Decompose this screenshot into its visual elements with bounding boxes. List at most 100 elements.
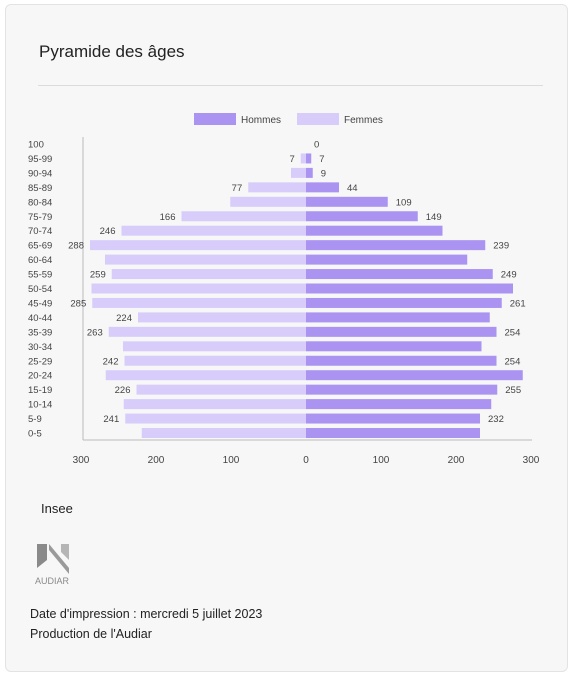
age-label: 30-34 (28, 342, 52, 353)
bar-hommes (306, 196, 388, 207)
bar-femmes (248, 182, 306, 193)
age-label: 15-19 (28, 385, 52, 396)
age-label: 100 (28, 140, 44, 151)
bar-femmes (91, 283, 306, 294)
age-label: 95-99 (28, 154, 52, 165)
age-label: 35-39 (28, 327, 52, 338)
bar-femmes (105, 254, 306, 265)
label-femmes: 285 (70, 298, 86, 309)
bar-femmes (181, 211, 306, 222)
bar-hommes (306, 355, 497, 366)
bar-hommes (306, 240, 486, 251)
label-hommes: 239 (493, 241, 509, 252)
label-hommes: 232 (488, 414, 504, 425)
title-divider (38, 85, 543, 86)
age-label: 90-94 (28, 168, 52, 179)
bar-femmes (141, 428, 306, 438)
label-femmes: 224 (116, 313, 132, 324)
print-date: Date d'impression : mercredi 5 juillet 2… (30, 607, 263, 621)
bar-femmes (105, 370, 306, 381)
bar-femmes (123, 341, 306, 352)
bar-hommes (306, 326, 497, 337)
age-label: 60-64 (28, 255, 52, 266)
label-hommes: 255 (505, 385, 521, 396)
bar-hommes (306, 341, 482, 352)
x-tick-label: 100 (223, 455, 240, 466)
label-hommes: 0 (314, 140, 319, 151)
x-tick-label: 300 (73, 455, 90, 466)
legend-femmes-swatch (297, 113, 339, 125)
bar-hommes (306, 254, 468, 265)
age-label: 40-44 (28, 313, 52, 324)
bar-femmes (138, 312, 306, 323)
bar-hommes (306, 283, 513, 294)
bar-femmes (300, 153, 306, 164)
label-femmes: 259 (90, 270, 106, 281)
bar-hommes (306, 225, 443, 236)
label-hommes: 44 (347, 183, 358, 194)
age-label: 80-84 (28, 197, 52, 208)
age-label: 70-74 (28, 226, 52, 237)
label-femmes: 7 (289, 154, 294, 165)
label-hommes: 7 (319, 154, 324, 165)
bar-hommes (306, 413, 480, 424)
label-hommes: 9 (321, 168, 326, 179)
label-hommes: 109 (396, 197, 412, 208)
label-femmes: 263 (87, 327, 103, 338)
bar-femmes (125, 413, 306, 424)
bar-femmes (90, 240, 306, 251)
label-hommes: 254 (505, 356, 521, 367)
label-femmes: 241 (103, 414, 119, 425)
age-label: 25-29 (28, 356, 52, 367)
bar-hommes (306, 269, 493, 280)
age-label: 85-89 (28, 183, 52, 194)
logo-text: AUDIAR (35, 576, 70, 586)
x-tick-label: 200 (448, 455, 465, 466)
bar-femmes (136, 384, 306, 395)
bar-femmes (108, 326, 306, 337)
label-femmes: 288 (68, 241, 84, 252)
label-hommes: 249 (501, 270, 517, 281)
legend-hommes-label: Hommes (241, 115, 281, 126)
bar-hommes (306, 182, 339, 193)
audiar-logo: AUDIAR (31, 538, 75, 588)
bar-hommes (306, 428, 480, 438)
age-label: 20-24 (28, 371, 52, 382)
age-label: 55-59 (28, 270, 52, 281)
x-tick-label: 300 (523, 455, 540, 466)
bar-hommes (306, 399, 492, 410)
label-femmes: 246 (100, 226, 116, 237)
age-label: 75-79 (28, 212, 52, 223)
bar-hommes (306, 312, 490, 323)
bar-hommes (306, 211, 418, 222)
chart-title: Pyramide des âges (39, 42, 185, 61)
label-femmes: 226 (115, 385, 131, 396)
bar-hommes (306, 153, 312, 164)
age-label: 0-5 (28, 429, 42, 440)
age-label: 5-9 (28, 414, 42, 425)
x-tick-label: 200 (148, 455, 165, 466)
source-label: Insee (41, 501, 73, 516)
bar-hommes (306, 167, 313, 178)
label-femmes: 166 (160, 212, 176, 223)
bar-hommes (306, 384, 498, 395)
legend-hommes-swatch (194, 113, 236, 125)
label-hommes: 261 (510, 298, 526, 309)
bar-femmes (124, 355, 306, 366)
chart-card: Pyramide des âges (5, 4, 568, 672)
bar-femmes (111, 269, 306, 280)
legend-femmes-label: Femmes (344, 115, 383, 126)
label-hommes: 254 (505, 327, 521, 338)
bar-femmes (123, 399, 306, 410)
bar-femmes (230, 196, 306, 207)
bar-femmes (92, 297, 306, 308)
age-label: 45-49 (28, 298, 52, 309)
label-femmes: 242 (103, 356, 119, 367)
bar-hommes (306, 297, 502, 308)
label-femmes: 77 (232, 183, 243, 194)
production-credit: Production de l'Audiar (30, 627, 152, 641)
bar-femmes (291, 167, 306, 178)
age-label: 10-14 (28, 400, 52, 411)
bar-femmes (121, 225, 306, 236)
